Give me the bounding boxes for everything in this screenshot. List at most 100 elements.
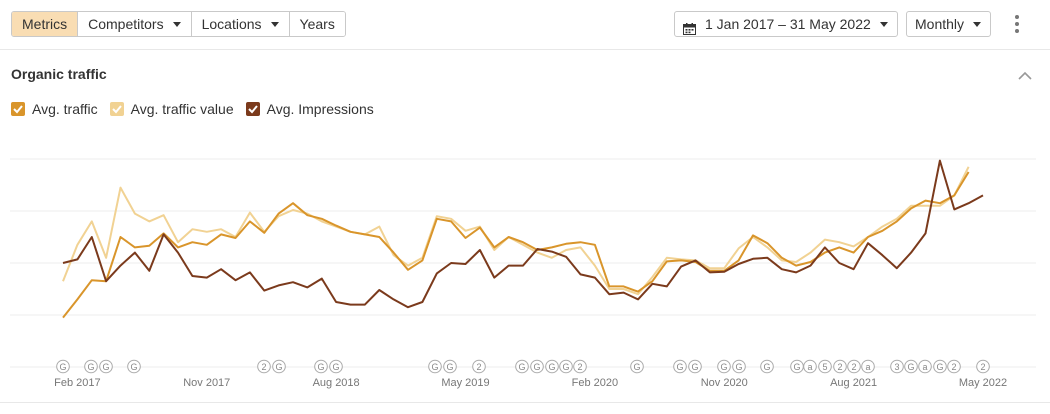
calendar-icon bbox=[683, 18, 696, 35]
annotation-label: 5 bbox=[822, 362, 827, 372]
annotation-marker[interactable]: G bbox=[760, 359, 774, 374]
annotation-marker[interactable]: G bbox=[127, 359, 141, 374]
annotation-label: G bbox=[936, 362, 943, 372]
series-line-avg-traffic[interactable] bbox=[62, 171, 970, 319]
interval-select[interactable]: Monthly bbox=[906, 11, 991, 37]
legend-label: Avg. traffic value bbox=[130, 101, 234, 117]
annotation-marker[interactable]: G bbox=[443, 359, 457, 374]
annotation-label: 3 bbox=[894, 362, 899, 372]
legend-item-avg-impressions[interactable]: Avg. Impressions bbox=[245, 101, 374, 117]
caret-down-icon bbox=[973, 21, 982, 27]
legend-item-avg-traffic[interactable]: Avg. traffic bbox=[11, 101, 98, 117]
annotation-label: G bbox=[562, 362, 569, 372]
annotation-marker[interactable]: G bbox=[790, 359, 804, 374]
annotation-label: G bbox=[102, 362, 109, 372]
annotation-label: G bbox=[691, 362, 698, 372]
annotation-marker[interactable]: a bbox=[918, 359, 932, 374]
annotation-marker[interactable]: a bbox=[803, 359, 817, 374]
annotation-label: G bbox=[633, 362, 640, 372]
annotation-marker[interactable]: 2 bbox=[833, 359, 847, 374]
tab-years[interactable]: Years bbox=[289, 12, 345, 36]
annotation-marker[interactable]: G bbox=[99, 359, 113, 374]
annotation-marker[interactable]: G bbox=[630, 359, 644, 374]
legend-label: Avg. traffic bbox=[32, 101, 98, 117]
caret-down-icon bbox=[172, 21, 181, 27]
annotation-marker[interactable]: 5 bbox=[818, 359, 832, 374]
series-line-avg-traffic-value[interactable] bbox=[62, 166, 970, 296]
annotation-label: 2 bbox=[577, 362, 582, 372]
annotation-marker[interactable]: G bbox=[329, 359, 343, 374]
annotation-marker[interactable]: G bbox=[84, 359, 98, 374]
legend-item-avg-traffic-value[interactable]: Avg. traffic value bbox=[109, 101, 234, 117]
tab-competitors-label: Competitors bbox=[88, 16, 164, 32]
more-vertical-icon[interactable] bbox=[1011, 15, 1023, 33]
annotation-label: G bbox=[59, 362, 66, 372]
caret-down-icon bbox=[270, 21, 279, 27]
checkbox-checked-icon[interactable] bbox=[109, 102, 124, 116]
annotation-marker[interactable]: 2 bbox=[472, 359, 486, 374]
annotation-marker[interactable]: G bbox=[904, 359, 918, 374]
annotation-marker[interactable]: 2 bbox=[976, 359, 990, 374]
annotation-label: 2 bbox=[476, 362, 481, 372]
annotation-label: G bbox=[735, 362, 742, 372]
date-range-label: 1 Jan 2017 – 31 May 2022 bbox=[705, 16, 871, 32]
annotation-label: G bbox=[275, 362, 282, 372]
annotation-label: G bbox=[332, 362, 339, 372]
series-line-avg-impressions[interactable] bbox=[62, 159, 984, 309]
annotation-marker[interactable]: G bbox=[717, 359, 731, 374]
annotation-marker[interactable]: a bbox=[861, 359, 875, 374]
annotation-label: G bbox=[548, 362, 555, 372]
annotation-marker[interactable]: G bbox=[314, 359, 328, 374]
annotation-label: G bbox=[317, 362, 324, 372]
chevron-up-icon[interactable] bbox=[1018, 68, 1032, 80]
toolbar: Metrics Competitors Locations Years 1 Ja… bbox=[0, 0, 1050, 50]
legend-label: Avg. Impressions bbox=[266, 101, 374, 117]
view-tabs: Metrics Competitors Locations Years bbox=[11, 11, 346, 37]
x-tick-label: Aug 2021 bbox=[830, 377, 877, 389]
annotation-label: 2 bbox=[951, 362, 956, 372]
annotation-marker[interactable]: G bbox=[933, 359, 947, 374]
annotation-marker[interactable]: G bbox=[530, 359, 544, 374]
annotation-label: G bbox=[446, 362, 453, 372]
x-tick-label: May 2019 bbox=[441, 377, 489, 389]
x-tick-label: Nov 2017 bbox=[183, 377, 230, 389]
tab-competitors[interactable]: Competitors bbox=[78, 12, 192, 36]
x-tick-label: May 2022 bbox=[959, 377, 1007, 389]
annotation-label: 2 bbox=[261, 362, 266, 372]
annotation-marker[interactable]: G bbox=[688, 359, 702, 374]
annotation-label: G bbox=[87, 362, 94, 372]
annotation-marker[interactable]: 3 bbox=[890, 359, 904, 374]
date-range-picker[interactable]: 1 Jan 2017 – 31 May 2022 bbox=[674, 11, 898, 37]
tab-locations[interactable]: Locations bbox=[191, 12, 290, 36]
annotation-label: 2 bbox=[837, 362, 842, 372]
annotation-label: G bbox=[793, 362, 800, 372]
annotation-marker[interactable]: 2 bbox=[573, 359, 587, 374]
annotation-marker[interactable]: G bbox=[732, 359, 746, 374]
tab-locations-label: Locations bbox=[201, 16, 262, 32]
checkbox-checked-icon[interactable] bbox=[245, 102, 260, 116]
x-tick-label: Feb 2020 bbox=[572, 377, 618, 389]
annotation-marker[interactable]: G bbox=[428, 359, 442, 374]
annotation-marker[interactable]: G bbox=[559, 359, 573, 374]
checkbox-checked-icon[interactable] bbox=[11, 102, 25, 116]
annotation-marker[interactable]: G bbox=[673, 359, 687, 374]
annotation-marker[interactable]: G bbox=[545, 359, 559, 374]
x-tick-label: Nov 2020 bbox=[701, 377, 748, 389]
caret-down-icon bbox=[879, 21, 888, 27]
x-tick-label: Aug 2018 bbox=[313, 377, 360, 389]
annotation-marker[interactable]: G bbox=[515, 359, 529, 374]
annotation-label: G bbox=[431, 362, 438, 372]
annotation-label: G bbox=[907, 362, 914, 372]
annotation-label: G bbox=[130, 362, 137, 372]
annotation-label: a bbox=[865, 362, 870, 372]
annotation-marker[interactable]: 2 bbox=[847, 359, 861, 374]
annotation-marker[interactable]: 2 bbox=[257, 359, 271, 374]
section-title: Organic traffic bbox=[11, 66, 107, 82]
annotation-marker[interactable]: 2 bbox=[947, 359, 961, 374]
annotation-marker[interactable]: G bbox=[56, 359, 70, 374]
annotation-marker[interactable]: G bbox=[272, 359, 286, 374]
divider bbox=[0, 402, 1050, 403]
annotation-label: G bbox=[533, 362, 540, 372]
tab-metrics[interactable]: Metrics bbox=[12, 12, 79, 36]
